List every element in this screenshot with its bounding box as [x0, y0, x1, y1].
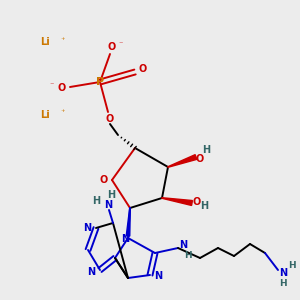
Text: O: O — [100, 175, 108, 185]
Text: H: H — [200, 201, 208, 211]
Text: N: N — [83, 223, 91, 233]
Polygon shape — [168, 154, 197, 167]
Text: H: H — [202, 145, 210, 155]
Text: N: N — [179, 240, 187, 250]
Text: N: N — [121, 234, 129, 244]
Text: O: O — [108, 42, 116, 52]
Text: ⁺: ⁺ — [61, 35, 65, 44]
Text: N: N — [279, 268, 287, 278]
Text: N: N — [87, 267, 95, 277]
Text: P: P — [96, 77, 104, 87]
Polygon shape — [126, 208, 130, 236]
Text: O: O — [58, 83, 66, 93]
Text: H: H — [279, 280, 287, 289]
Text: Li: Li — [40, 110, 50, 120]
Text: H: H — [92, 196, 100, 206]
Text: Li: Li — [40, 37, 50, 47]
Text: O: O — [106, 114, 114, 124]
Text: O: O — [193, 197, 201, 207]
Text: ⁻: ⁻ — [119, 40, 123, 49]
Text: ⁻: ⁻ — [50, 80, 54, 89]
Text: O: O — [196, 154, 204, 164]
Text: N: N — [154, 271, 162, 281]
Polygon shape — [162, 198, 192, 206]
Text: O: O — [139, 64, 147, 74]
Text: ⁺: ⁺ — [61, 109, 65, 118]
Text: H: H — [184, 251, 192, 260]
Text: N: N — [104, 200, 112, 210]
Text: H: H — [288, 260, 296, 269]
Text: H: H — [107, 190, 115, 200]
